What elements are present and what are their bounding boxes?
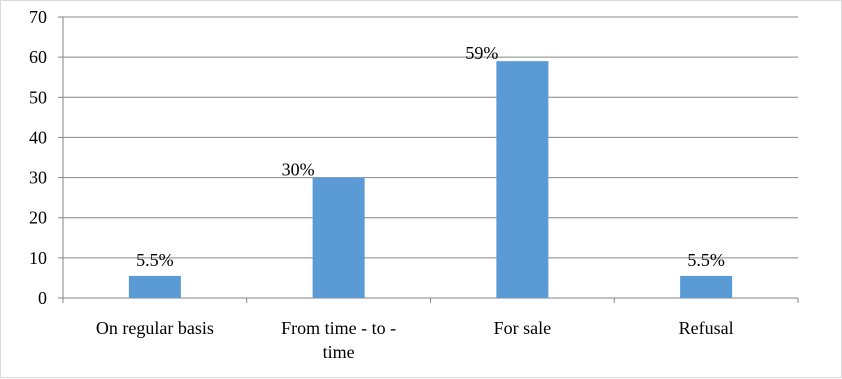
y-tick-label: 40	[29, 127, 47, 147]
bar	[312, 177, 365, 298]
gridlines	[63, 16, 798, 259]
y-tick-label: 70	[29, 7, 47, 27]
x-category-label: From time - to -	[281, 318, 396, 338]
y-tick-label: 30	[29, 168, 47, 188]
labels: 0 10 20 30 40 50 60 70 5.5% On regular basis 30% Fr…	[29, 7, 734, 362]
bar	[680, 275, 733, 298]
bar	[496, 61, 549, 299]
y-tick-label: 10	[29, 248, 47, 268]
bars	[128, 61, 733, 299]
axes	[58, 16, 799, 303]
data-label: 30%	[282, 160, 315, 180]
x-category-label: On regular basis	[96, 318, 214, 338]
y-tick-label: 60	[29, 47, 47, 67]
x-category-label: Refusal	[679, 318, 734, 338]
bar	[128, 275, 181, 298]
x-category-label: For sale	[494, 318, 552, 338]
data-label: 5.5%	[687, 250, 725, 270]
y-tick-label: 50	[29, 87, 47, 107]
x-category-label: time	[323, 342, 355, 362]
y-tick-label: 0	[38, 288, 47, 308]
data-label: 5.5%	[136, 250, 174, 270]
y-tick-label: 20	[29, 208, 47, 228]
data-label: 59%	[465, 43, 498, 63]
